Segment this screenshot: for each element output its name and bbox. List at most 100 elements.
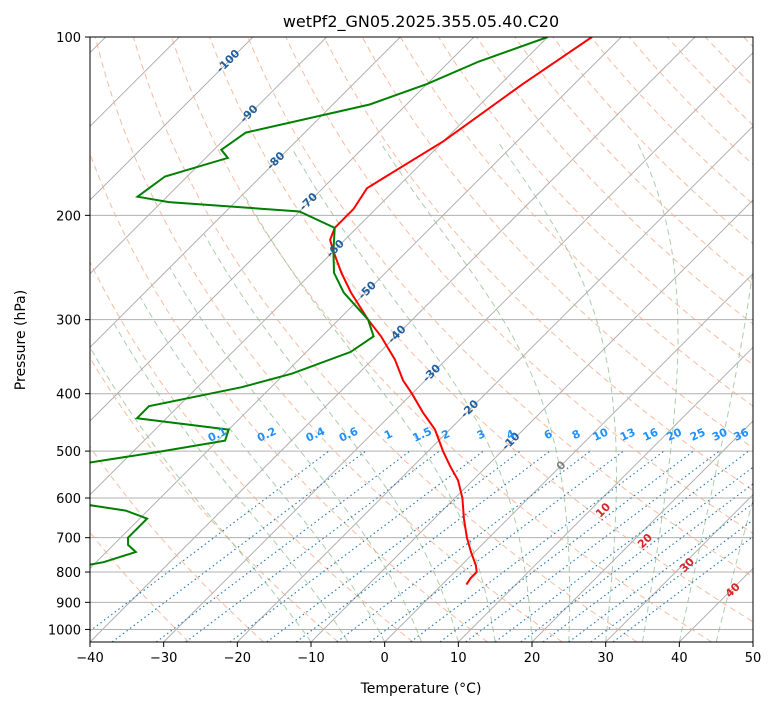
dry-adiabat-line	[285, 37, 753, 535]
mixing-ratio-line	[90, 450, 330, 632]
mixing-ratio-line	[155, 450, 411, 642]
mixing-ratio-label: 16	[641, 425, 661, 443]
x-axis-label: Temperature (°C)	[360, 681, 482, 697]
chart-title: wetPf2_GN05.2025.355.05.40.C20	[283, 12, 559, 32]
mixing-ratio-label: 10	[591, 425, 611, 443]
isotherm-line	[605, 493, 753, 642]
y-tick-label: 700	[56, 532, 81, 547]
mixing-ratio-label: 0.6	[337, 425, 360, 445]
x-tick-label: 30	[597, 651, 614, 666]
mixing-ratio-line	[439, 450, 694, 642]
mixing-ratio-line	[568, 502, 753, 642]
x-tick-label: −30	[150, 651, 177, 666]
x-tick-label: 40	[671, 651, 688, 666]
isotherm-line	[163, 51, 753, 642]
moist-adiabat-line	[139, 297, 386, 642]
isotherm-line	[90, 37, 622, 570]
y-axis-label: Pressure (hPa)	[13, 290, 29, 390]
mixing-ratio-label: 36	[732, 425, 752, 443]
dry-adiabat-line	[132, 37, 638, 642]
dry-adiabat-line	[514, 37, 753, 285]
y-tick-label: 1000	[48, 623, 81, 638]
moist-adiabat-line	[379, 141, 571, 642]
moist-adiabat-line	[292, 149, 533, 642]
mixing-ratio-label: 13	[618, 426, 637, 444]
dry-adiabat-line	[209, 37, 753, 623]
temperature-profile	[329, 37, 593, 586]
plot-frame	[89, 36, 754, 643]
moist-adiabat-line	[678, 264, 753, 642]
moist-adiabat-line	[113, 323, 349, 642]
y-tick-label: 100	[56, 31, 81, 46]
y-tick-label: 900	[56, 596, 81, 611]
moist-adiabat-line	[243, 195, 496, 642]
mixing-ratio-line	[520, 466, 753, 642]
dry-adiabat-line	[590, 37, 753, 205]
isotherm-line	[236, 125, 753, 642]
dry-adiabat-line	[666, 37, 753, 126]
x-tick-label: 20	[524, 651, 541, 666]
dewpoint-profile	[90, 37, 549, 566]
y-tick-label: 500	[56, 445, 81, 460]
isotherm-line	[457, 346, 753, 642]
y-tick-label: 400	[56, 388, 81, 403]
mixing-ratio-line	[336, 450, 591, 642]
dry-adiabat-line	[94, 37, 563, 642]
x-tick-label: −10	[297, 651, 324, 666]
y-tick-label: 800	[56, 566, 81, 581]
moist-adiabats	[90, 141, 753, 642]
mixing-ratio-line	[465, 450, 720, 642]
mixing-ratio-line	[111, 450, 366, 642]
moist-adiabat-label: 20	[635, 531, 655, 551]
y-tick-label: 600	[56, 492, 81, 507]
mixing-ratio-label: 20	[664, 425, 684, 443]
dry-adiabat-line	[552, 37, 753, 245]
mixing-ratio-line	[542, 483, 753, 642]
dry-adiabat-line	[704, 37, 753, 87]
mixing-ratio-line	[295, 450, 551, 642]
y-tick-label: 300	[56, 314, 81, 329]
moist-adiabat-line	[169, 267, 422, 642]
mixing-ratio-label: 0.4	[304, 425, 327, 445]
mixing-ratio-label: 25	[688, 426, 707, 444]
dry-adiabat-line	[171, 37, 712, 642]
dry-adiabat-line	[90, 446, 264, 642]
x-tick-label: 0	[381, 651, 389, 666]
isotherm-line	[90, 37, 401, 349]
x-tick-label: −40	[76, 651, 103, 666]
dry-adiabat-line	[437, 37, 753, 366]
dry-adiabat-line	[90, 152, 488, 642]
x-tick-label: 10	[450, 651, 467, 666]
axes: −40 −30 −20 −10 0 10 20 30 40 5010020030040050060…	[48, 31, 761, 666]
isotherm-line	[90, 37, 254, 201]
isotherms	[90, 37, 753, 642]
moist-adiabat-line	[203, 233, 459, 642]
mixing-ratio-line	[494, 450, 750, 642]
mixing-ratio-label: 3	[475, 427, 487, 442]
x-tick-label: 50	[745, 651, 762, 666]
dry-adiabat-line	[90, 356, 339, 642]
isotherm-line	[90, 37, 328, 275]
moist-adiabat-label: 40	[723, 580, 743, 600]
mixing-ratio-line	[590, 519, 753, 642]
isotherm-line	[90, 37, 696, 642]
moist-adiabat-label: 10	[593, 500, 613, 520]
dry-adiabat-line	[743, 37, 753, 48]
isotherm-line	[531, 420, 753, 642]
mixing-ratio-line	[410, 450, 665, 642]
dry-adiabat-line	[247, 37, 753, 578]
isotherm-line	[90, 37, 475, 422]
mixing-ratio-line	[185, 450, 440, 642]
moist-adiabat-line	[636, 141, 679, 642]
mixing-ratio-line	[612, 535, 753, 642]
mixing-ratio-label: 6	[542, 427, 555, 442]
mixing-ratio-label: 30	[710, 425, 730, 443]
y-tick-label: 200	[56, 209, 81, 224]
moist-adiabat-line	[497, 141, 617, 642]
isotherm-line	[310, 199, 753, 642]
moist-adiabat-line	[715, 498, 753, 642]
mixing-ratio-line	[266, 450, 521, 642]
